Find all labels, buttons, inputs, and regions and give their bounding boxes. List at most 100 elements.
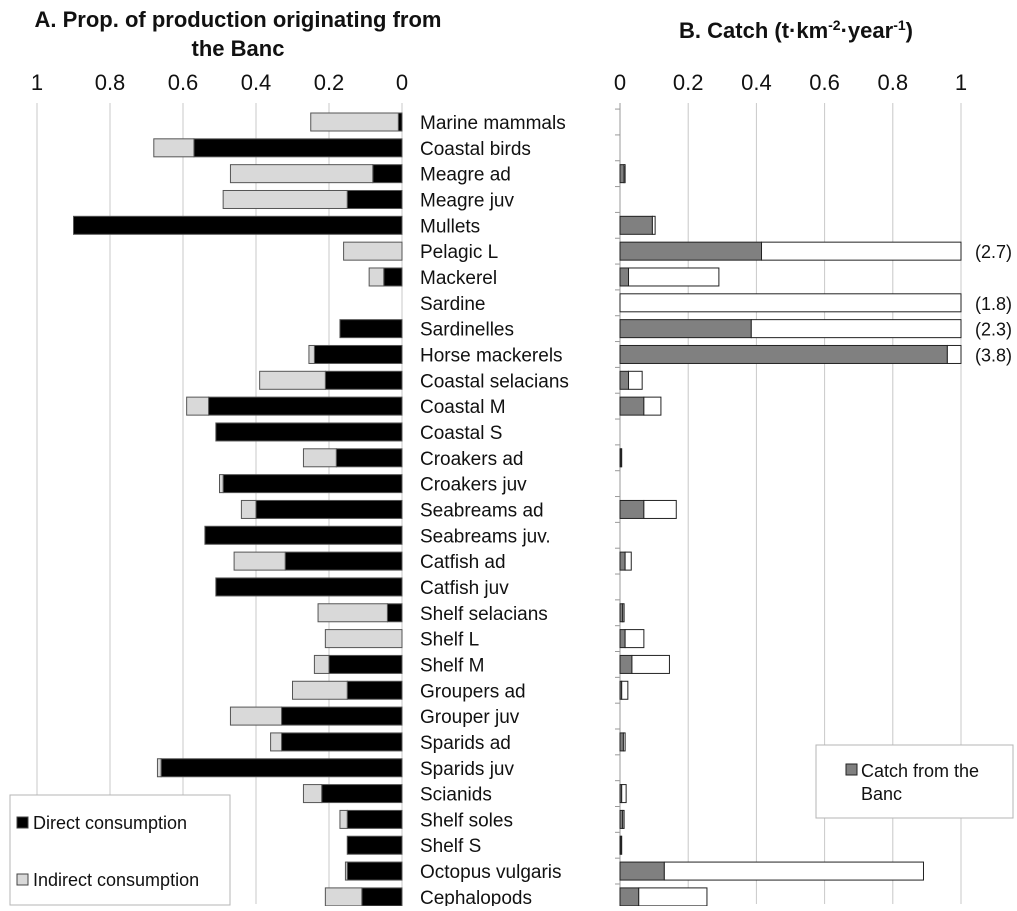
- tick-label-b: 1: [955, 70, 967, 95]
- bar-catch-other: [622, 732, 626, 752]
- bar-indirect-a: [156, 758, 162, 778]
- tick-label-a: 0.2: [314, 70, 345, 95]
- bar-catch-other: [619, 293, 962, 313]
- category-label: Meagre juv: [420, 190, 514, 211]
- bar-indirect-a: [229, 706, 283, 726]
- bar-direct-a: [386, 603, 403, 623]
- bar-direct-a: [215, 577, 403, 597]
- bar-annotation: (3.8): [975, 345, 1012, 365]
- category-label: Shelf selacians: [420, 604, 548, 625]
- bar-direct-a: [321, 784, 403, 804]
- legend-label-catch: Catch from the Banc: [861, 761, 979, 804]
- chart-title-b-part: ): [906, 18, 913, 43]
- bar-indirect-a: [153, 138, 195, 158]
- tick-label-b: 0.4: [741, 70, 772, 95]
- bar-direct-a: [193, 138, 403, 158]
- bar-direct-a: [383, 267, 403, 287]
- bar-indirect-a: [240, 499, 257, 519]
- bar-direct-a: [328, 654, 403, 674]
- bar-indirect-a: [233, 551, 286, 571]
- tick-label-b: 0.6: [809, 70, 840, 95]
- bar-catch-other: [624, 629, 645, 649]
- bar-direct-a: [73, 215, 403, 235]
- legend-box-a: [9, 794, 231, 906]
- bar-direct-a: [215, 422, 403, 442]
- bar-direct-a: [346, 861, 403, 881]
- bar-indirect-a: [344, 861, 348, 881]
- category-label: Sparids ad: [420, 733, 511, 754]
- bar-indirect-a: [270, 732, 283, 752]
- category-label: Catfish ad: [420, 552, 506, 573]
- category-label: Sardinelles: [420, 320, 514, 341]
- bar-catch-banc: [619, 629, 626, 649]
- bar-catch-banc: [619, 861, 665, 881]
- bar-annotation: (2.7): [975, 242, 1012, 262]
- bar-direct-a: [397, 112, 403, 132]
- bar-direct-a: [346, 189, 403, 209]
- legend-swatch-catch: [845, 763, 858, 776]
- category-label: Mullets: [420, 216, 480, 237]
- tick-label-b: 0.8: [878, 70, 909, 95]
- category-label: Shelf M: [420, 655, 484, 676]
- bar-catch-banc: [619, 215, 653, 235]
- bar-catch-banc: [619, 241, 763, 261]
- category-label: Horse mackerels: [420, 345, 563, 366]
- bar-direct-a: [335, 448, 403, 468]
- category-label: Coastal birds: [420, 139, 531, 160]
- category-label: Croakers juv: [420, 475, 527, 496]
- chart-title-b-part: -2: [828, 17, 841, 33]
- bar-annotation: (2.3): [975, 320, 1012, 340]
- tick-label-a: 1: [31, 70, 43, 95]
- category-label: Mackerel: [420, 268, 497, 289]
- category-label: Meagre ad: [420, 165, 511, 186]
- legend-label-catch-line2: Banc: [861, 784, 902, 804]
- bar-indirect-a: [339, 809, 348, 829]
- bar-direct-a: [281, 706, 403, 726]
- bar-catch-banc: [619, 396, 645, 416]
- bar-direct-a: [204, 525, 403, 545]
- bar-direct-a: [324, 370, 403, 390]
- category-label: Shelf L: [420, 630, 479, 651]
- legend-label-catch-line1: Catch from the: [861, 761, 979, 781]
- bar-direct-a: [313, 344, 403, 364]
- chart-title-b-part: -1: [893, 17, 906, 33]
- bar-direct-a: [372, 164, 403, 184]
- category-label: Pelagic L: [420, 242, 498, 263]
- bar-catch-other: [946, 344, 962, 364]
- bar-catch-banc: [619, 344, 948, 364]
- bar-catch-other: [651, 215, 656, 235]
- bar-indirect-a: [310, 112, 399, 132]
- bar-catch-other: [628, 370, 643, 390]
- bar-indirect-a: [368, 267, 385, 287]
- category-label: Sardine: [420, 294, 486, 315]
- bar-direct-a: [346, 835, 403, 855]
- bar-direct-a: [346, 680, 403, 700]
- bar-direct-a: [255, 499, 403, 519]
- chart-title-b-part: ·year: [841, 18, 894, 43]
- category-label: Croakers ad: [420, 449, 524, 470]
- bar-catch-banc: [619, 319, 752, 339]
- bar-catch-other: [643, 499, 677, 519]
- bar-indirect-a: [324, 887, 363, 907]
- bar-indirect-a: [186, 396, 210, 416]
- category-label: Groupers ad: [420, 681, 526, 702]
- bar-catch-other: [638, 887, 708, 907]
- bar-indirect-a: [313, 654, 330, 674]
- legend-swatch-direct: [16, 816, 29, 829]
- bar-catch-banc: [619, 654, 633, 674]
- bar-indirect-a: [324, 629, 403, 649]
- category-label: Seabreams ad: [420, 500, 544, 521]
- chart-title-b-part: B. Catch (t·km: [679, 18, 828, 43]
- legend-box-b: [815, 744, 1014, 819]
- tick-label-a: 0.6: [168, 70, 199, 95]
- category-label: Cephalopods: [420, 888, 532, 906]
- bar-direct-a: [281, 732, 403, 752]
- chart-title-a-line2: the Banc: [192, 36, 285, 61]
- bar-indirect-a: [343, 241, 403, 261]
- legend-swatch-indirect: [16, 873, 29, 886]
- bar-catch-other: [620, 448, 623, 468]
- category-label: Scianids: [420, 785, 492, 806]
- bar-catch-other: [623, 164, 626, 184]
- category-label: Coastal S: [420, 423, 502, 444]
